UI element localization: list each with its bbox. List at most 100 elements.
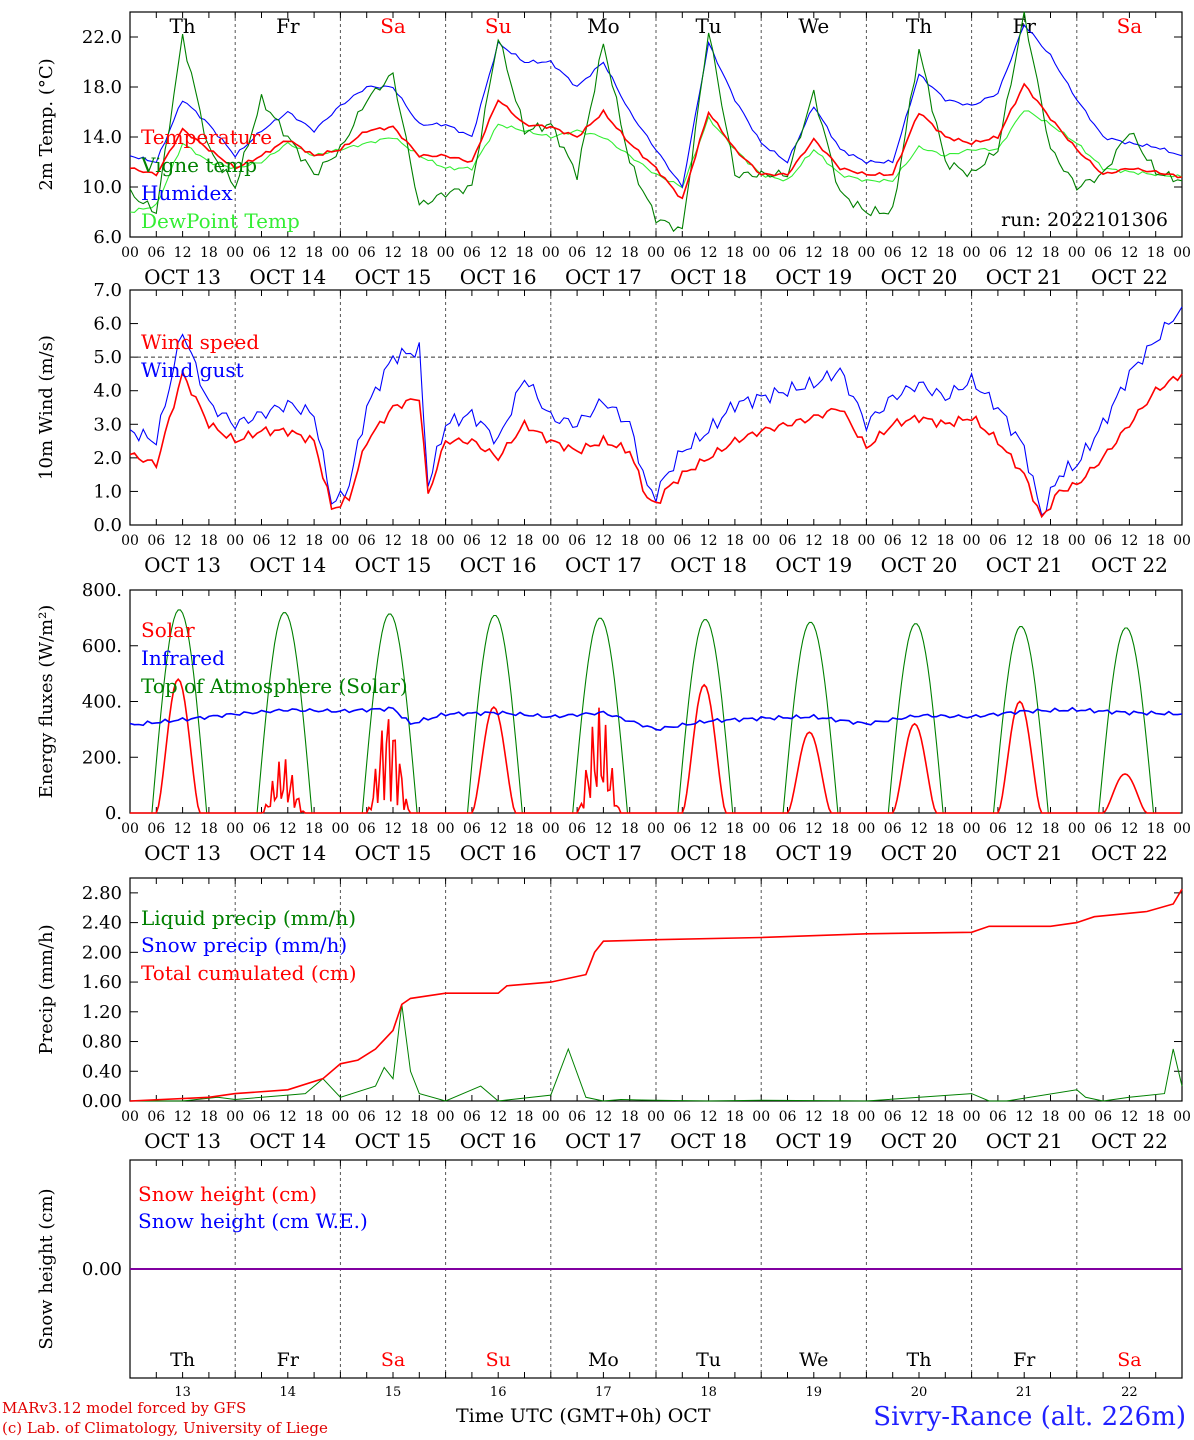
y-tick-label: 0.00 xyxy=(82,1091,122,1112)
hour-tick-label: 00 xyxy=(963,533,981,549)
hour-tick-label: 18 xyxy=(200,1109,218,1125)
hour-tick-label: 18 xyxy=(936,1109,954,1125)
weekday-label: Fr xyxy=(277,1349,300,1371)
series-line-solar xyxy=(130,677,1180,814)
date-label: OCT 13 xyxy=(144,1129,221,1153)
hour-tick-label: 12 xyxy=(489,821,507,837)
date-label: OCT 21 xyxy=(986,1129,1063,1153)
hour-tick-label: 12 xyxy=(1120,533,1138,549)
weekday-label: Fr xyxy=(276,14,300,38)
date-label: OCT 16 xyxy=(460,265,537,289)
hour-tick-label: 06 xyxy=(673,245,691,261)
hour-tick-label: 12 xyxy=(1015,821,1033,837)
hour-tick-label: 06 xyxy=(147,821,165,837)
hour-tick-label: 12 xyxy=(279,1109,297,1125)
hour-tick-label: 00 xyxy=(331,1109,349,1125)
hour-tick-label: 06 xyxy=(253,821,271,837)
date-label: OCT 16 xyxy=(460,841,537,865)
date-label: OCT 19 xyxy=(775,553,852,577)
weekday-label: Mo xyxy=(588,1349,619,1371)
legend-entry: Vigne temp xyxy=(140,153,257,177)
hour-tick-label: 06 xyxy=(358,1109,376,1125)
weekday-label: We xyxy=(798,14,829,38)
hour-tick-label: 00 xyxy=(542,1109,560,1125)
hour-tick-label: 18 xyxy=(1042,821,1060,837)
y-tick-label: 2.40 xyxy=(82,913,122,934)
weekday-label: Th xyxy=(906,14,932,38)
time-axis-label: Time UTC (GMT+0h) OCT xyxy=(456,1405,711,1427)
hour-tick-label: 12 xyxy=(384,821,402,837)
hour-tick-label: 00 xyxy=(647,245,665,261)
day-number-label: 19 xyxy=(806,1385,823,1398)
lab-credit: (c) Lab. of Climatology, University of L… xyxy=(2,1419,328,1437)
y-tick-label: 3.0 xyxy=(93,414,122,435)
y-tick-label: 14.0 xyxy=(82,127,122,148)
legend-entry: Humidex xyxy=(141,181,233,205)
hour-tick-label: 12 xyxy=(700,1109,718,1125)
hour-tick-label: 06 xyxy=(673,821,691,837)
series-line-liquid-precip xyxy=(130,1004,1183,1102)
y-tick-label: 22.0 xyxy=(82,27,122,48)
day-number-label: 22 xyxy=(1121,1385,1138,1398)
hour-tick-label: 00 xyxy=(857,1109,875,1125)
date-label: OCT 13 xyxy=(144,841,221,865)
day-number-label: 13 xyxy=(174,1385,191,1398)
day-number-label: 20 xyxy=(911,1385,928,1398)
date-label: OCT 14 xyxy=(249,841,326,865)
y-tick-label: 0.40 xyxy=(82,1061,122,1082)
y-axis-label: Energy fluxes (W/m²) xyxy=(36,605,57,799)
hour-tick-label: 06 xyxy=(779,821,797,837)
hour-tick-label: 18 xyxy=(410,533,428,549)
series-line-vigne-temp xyxy=(129,11,1183,233)
hour-tick-label: 18 xyxy=(410,821,428,837)
date-label: OCT 22 xyxy=(1091,841,1168,865)
hour-tick-label: 18 xyxy=(831,821,849,837)
legend-entry: Wind gust xyxy=(141,358,244,382)
hour-tick-label: 06 xyxy=(884,245,902,261)
hour-tick-label: 00 xyxy=(752,533,770,549)
hour-tick-label: 12 xyxy=(700,821,718,837)
y-tick-label: 800. xyxy=(82,580,122,601)
weekday-label: Th xyxy=(907,1349,932,1371)
hour-tick-label: 18 xyxy=(621,245,639,261)
hour-tick-label: 06 xyxy=(358,533,376,549)
hour-tick-label: 00 xyxy=(647,533,665,549)
date-label: OCT 20 xyxy=(881,1129,958,1153)
y-axis-label: 10m Wind (m/s) xyxy=(36,335,57,480)
hour-tick-label: 12 xyxy=(594,821,612,837)
hour-tick-label: 12 xyxy=(489,533,507,549)
weekday-label: Th xyxy=(170,1349,195,1371)
hour-tick-label: 00 xyxy=(1173,245,1191,261)
hour-tick-label: 00 xyxy=(331,533,349,549)
y-axis-label: Snow height (cm) xyxy=(36,1188,57,1349)
date-label: OCT 17 xyxy=(565,265,642,289)
hour-tick-label: 00 xyxy=(857,533,875,549)
hour-tick-label: 18 xyxy=(410,1109,428,1125)
hour-tick-label: 12 xyxy=(174,821,192,837)
date-label: OCT 13 xyxy=(144,265,221,289)
run-label: run: 2022101306 xyxy=(1001,209,1168,231)
date-label: OCT 22 xyxy=(1091,1129,1168,1153)
date-label: OCT 21 xyxy=(986,265,1063,289)
date-label: OCT 15 xyxy=(355,553,432,577)
date-label: OCT 15 xyxy=(355,841,432,865)
hour-tick-label: 12 xyxy=(1015,245,1033,261)
hour-tick-label: 12 xyxy=(384,1109,402,1125)
date-label: OCT 20 xyxy=(881,265,958,289)
hour-tick-label: 18 xyxy=(305,821,323,837)
hour-tick-label: 12 xyxy=(805,1109,823,1125)
y-axis-label: 2m Temp. (°C) xyxy=(36,58,57,190)
station-name: Sivry-Rance (alt. 226m) xyxy=(873,1402,1186,1432)
date-label: OCT 17 xyxy=(565,1129,642,1153)
hour-tick-label: 12 xyxy=(594,1109,612,1125)
y-tick-label: 400. xyxy=(82,692,122,713)
hour-tick-label: 06 xyxy=(358,245,376,261)
legend-entry: Infrared xyxy=(141,646,225,670)
hour-tick-label: 18 xyxy=(1147,1109,1165,1125)
hour-tick-label: 06 xyxy=(253,1109,271,1125)
hour-tick-label: 00 xyxy=(121,533,139,549)
weekday-label: Fr xyxy=(1013,1349,1036,1371)
hour-tick-label: 18 xyxy=(831,245,849,261)
hour-tick-label: 00 xyxy=(963,1109,981,1125)
hour-tick-label: 00 xyxy=(752,1109,770,1125)
